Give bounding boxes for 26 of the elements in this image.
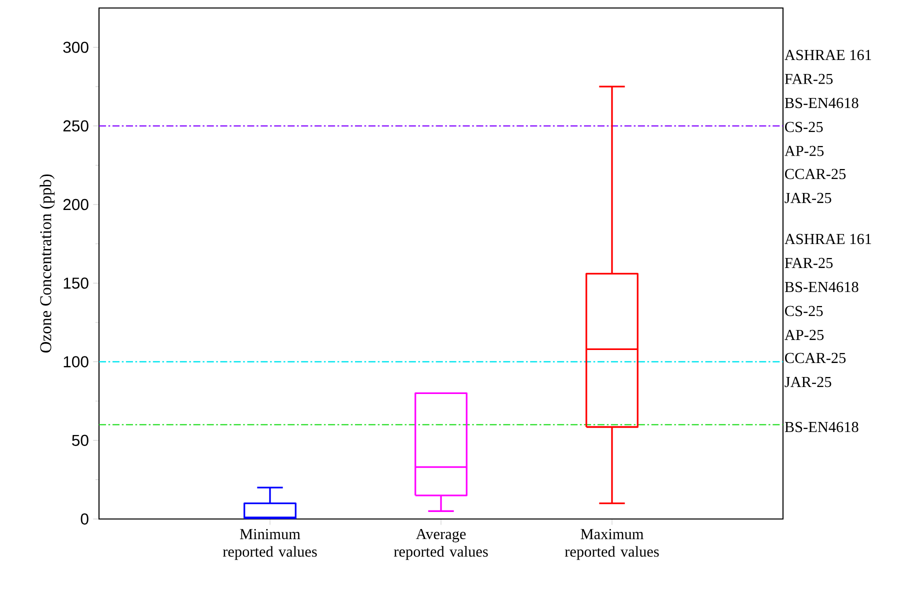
y-tick-label: 50 [72,434,88,446]
y-tick-label: 300 [63,42,88,53]
text: AP-25 [784,330,824,340]
y-tick-label: 0 [80,513,88,525]
text: CCAR-25 [785,352,846,364]
text: BS-EN4618 [784,282,858,292]
text: FAR-25 [784,74,833,84]
text: CS-25 [785,306,823,316]
x-tick-label: Minimum reported values [222,528,317,560]
y-tick-label: 100 [64,356,88,368]
x-tick-label: Maximum reported values [564,528,659,560]
text: JAR-25 [784,376,832,388]
text: BS-EN4618 [784,422,858,432]
text: ASHRAE 161 [784,50,872,60]
x-tick-label: Average reported values [394,528,488,560]
text: ASHRAE 161 [784,234,872,244]
text: JAR-25 [784,192,832,204]
y-tick-label: 250 [63,120,88,132]
text: BS-EN4618 [784,98,858,108]
y-axis-title: Ozone Concentration (ppb) [40,174,55,353]
text: FAR-25 [784,258,833,268]
text: AP-25 [784,146,824,156]
text: CS-25 [785,122,823,132]
text: CCAR-25 [785,168,846,180]
y-tick-label: 150 [64,278,88,289]
y-tick-label: 200 [63,198,88,210]
